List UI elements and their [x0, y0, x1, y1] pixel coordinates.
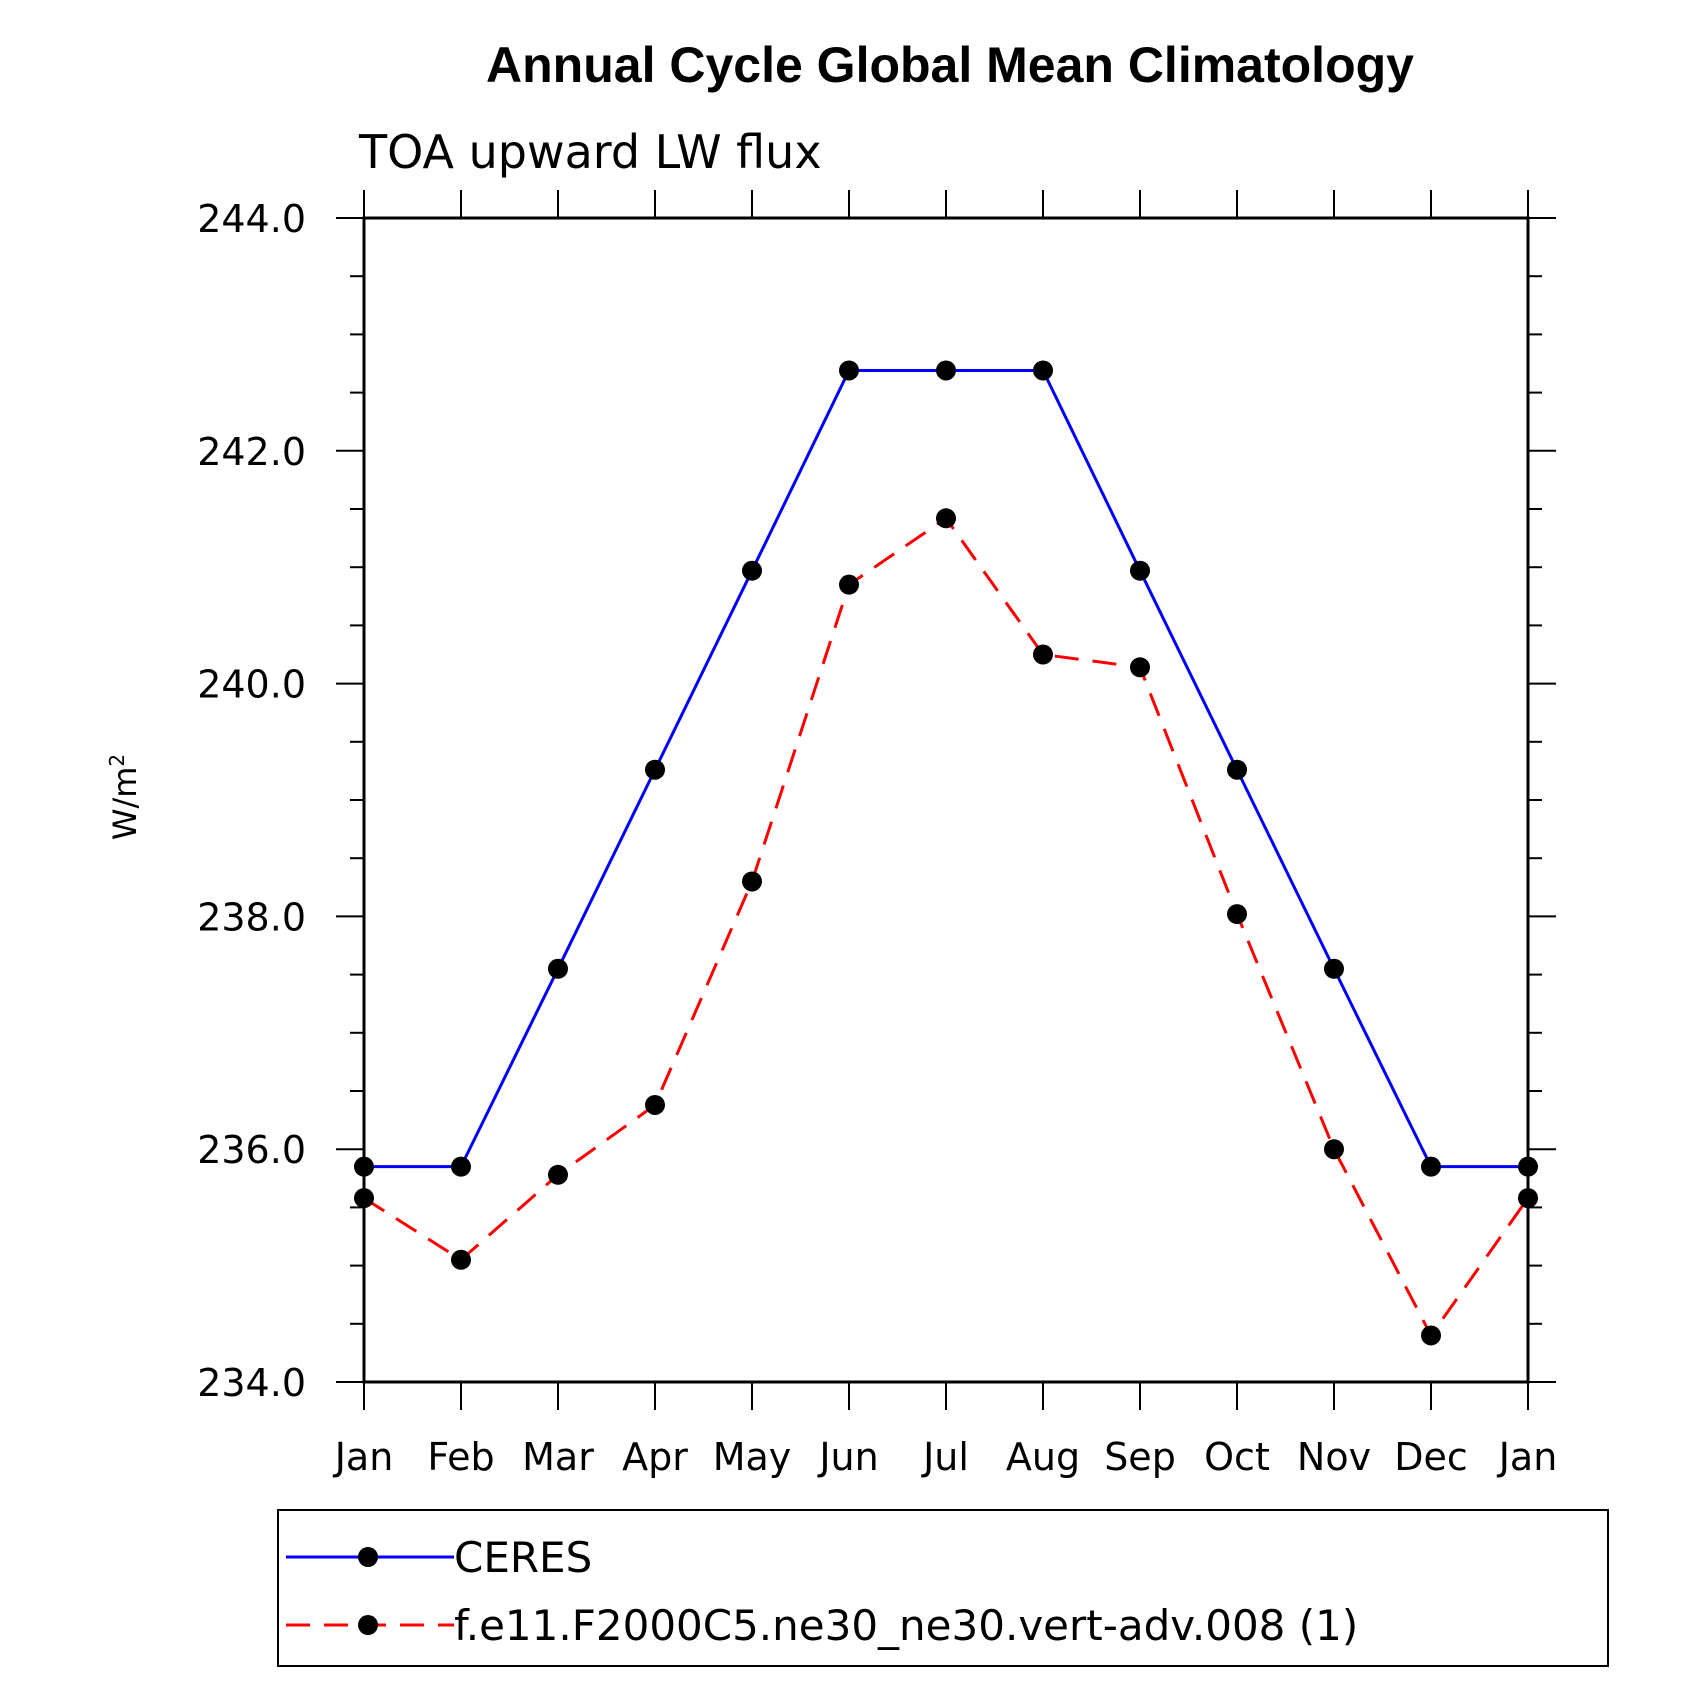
data-point-series-1	[1033, 644, 1053, 665]
data-point-series-0	[1324, 958, 1344, 979]
data-point-series-0	[548, 958, 568, 979]
data-point-series-1	[451, 1249, 471, 1270]
data-point-series-1	[1518, 1188, 1538, 1209]
x-tick-label: Jan	[1497, 1435, 1558, 1479]
y-axis-ticks	[336, 217, 1556, 1383]
x-tick-label: Nov	[1297, 1435, 1371, 1479]
y-tick-label: 240.0	[197, 663, 306, 707]
x-tick-label: Dec	[1394, 1435, 1468, 1479]
legend-box	[277, 1509, 1609, 1667]
data-point-series-0	[354, 1156, 374, 1177]
legend-marker-model	[358, 1615, 378, 1635]
y-tick-label: 234.0	[197, 1361, 306, 1405]
x-tick-label: Feb	[427, 1435, 494, 1479]
legend-label-model: f.e11.F2000C5.ne30_ne30.vert-adv.008 (1)	[454, 1601, 1358, 1650]
x-tick-label: May	[713, 1435, 792, 1479]
data-point-series-1	[354, 1188, 374, 1209]
x-tick-label: Mar	[522, 1435, 594, 1479]
legend-marker-ceres	[358, 1547, 378, 1567]
y-axis-label: W/m2	[105, 754, 144, 840]
x-tick-label: Sep	[1104, 1435, 1176, 1479]
chart-title: Annual Cycle Global Mean Climatology	[486, 37, 1414, 93]
y-tick-label: 244.0	[197, 197, 306, 241]
data-point-series-1	[1324, 1139, 1344, 1160]
plot-frame	[362, 216, 1530, 1384]
data-point-series-1	[548, 1164, 568, 1185]
legend-label-ceres: CERES	[454, 1533, 592, 1582]
data-point-series-1	[1227, 904, 1247, 925]
data-point-series-0	[1421, 1156, 1441, 1177]
y-axis-label-text: W/m	[106, 767, 144, 841]
y-tick-label: 236.0	[197, 1128, 306, 1172]
data-point-series-0	[451, 1156, 471, 1177]
data-point-series-0	[1033, 360, 1053, 381]
data-point-series-1	[936, 508, 956, 529]
y-tick-label: 242.0	[197, 430, 306, 474]
x-tick-label: Oct	[1204, 1435, 1270, 1479]
y-axis-tick-labels: 234.0 236.0 238.0 240.0 242.0 244.0	[197, 197, 306, 1405]
legend: CERES f.e11.F2000C5.ne30_ne30.vert-adv.0…	[277, 1509, 1609, 1667]
data-point-series-1	[742, 871, 762, 892]
data-point-series-0	[742, 560, 762, 581]
data-point-series-0	[1518, 1156, 1538, 1177]
data-point-series-0	[1130, 560, 1150, 581]
data-point-series-1	[645, 1094, 665, 1115]
data-point-series-1	[839, 574, 859, 595]
y-axis-label-superscript: 2	[105, 754, 129, 767]
data-point-series-0	[936, 360, 956, 381]
series-line-1	[363, 516, 1530, 1339]
x-tick-label: Jan	[333, 1435, 394, 1479]
x-tick-label: Jul	[921, 1435, 969, 1479]
x-axis-tick-labels: Jan Feb Mar Apr May Jun Jul Aug Sep Oct Nov Dec Jan	[333, 1435, 1558, 1479]
series-layer	[354, 360, 1538, 1346]
x-tick-label: Aug	[1006, 1435, 1080, 1479]
data-point-series-1	[1421, 1325, 1441, 1346]
series-line-0	[364, 368, 1528, 1169]
data-point-series-0	[645, 759, 665, 780]
x-axis-ticks	[363, 190, 1529, 1410]
chart-subtitle: TOA upward LW flux	[358, 125, 822, 179]
plot-border	[362, 216, 1530, 1384]
x-tick-label: Jun	[817, 1435, 878, 1479]
data-point-series-0	[1227, 759, 1247, 780]
data-point-series-1	[1130, 657, 1150, 678]
y-tick-label: 238.0	[197, 895, 306, 939]
data-point-series-0	[839, 360, 859, 381]
x-tick-label: Apr	[622, 1435, 688, 1479]
